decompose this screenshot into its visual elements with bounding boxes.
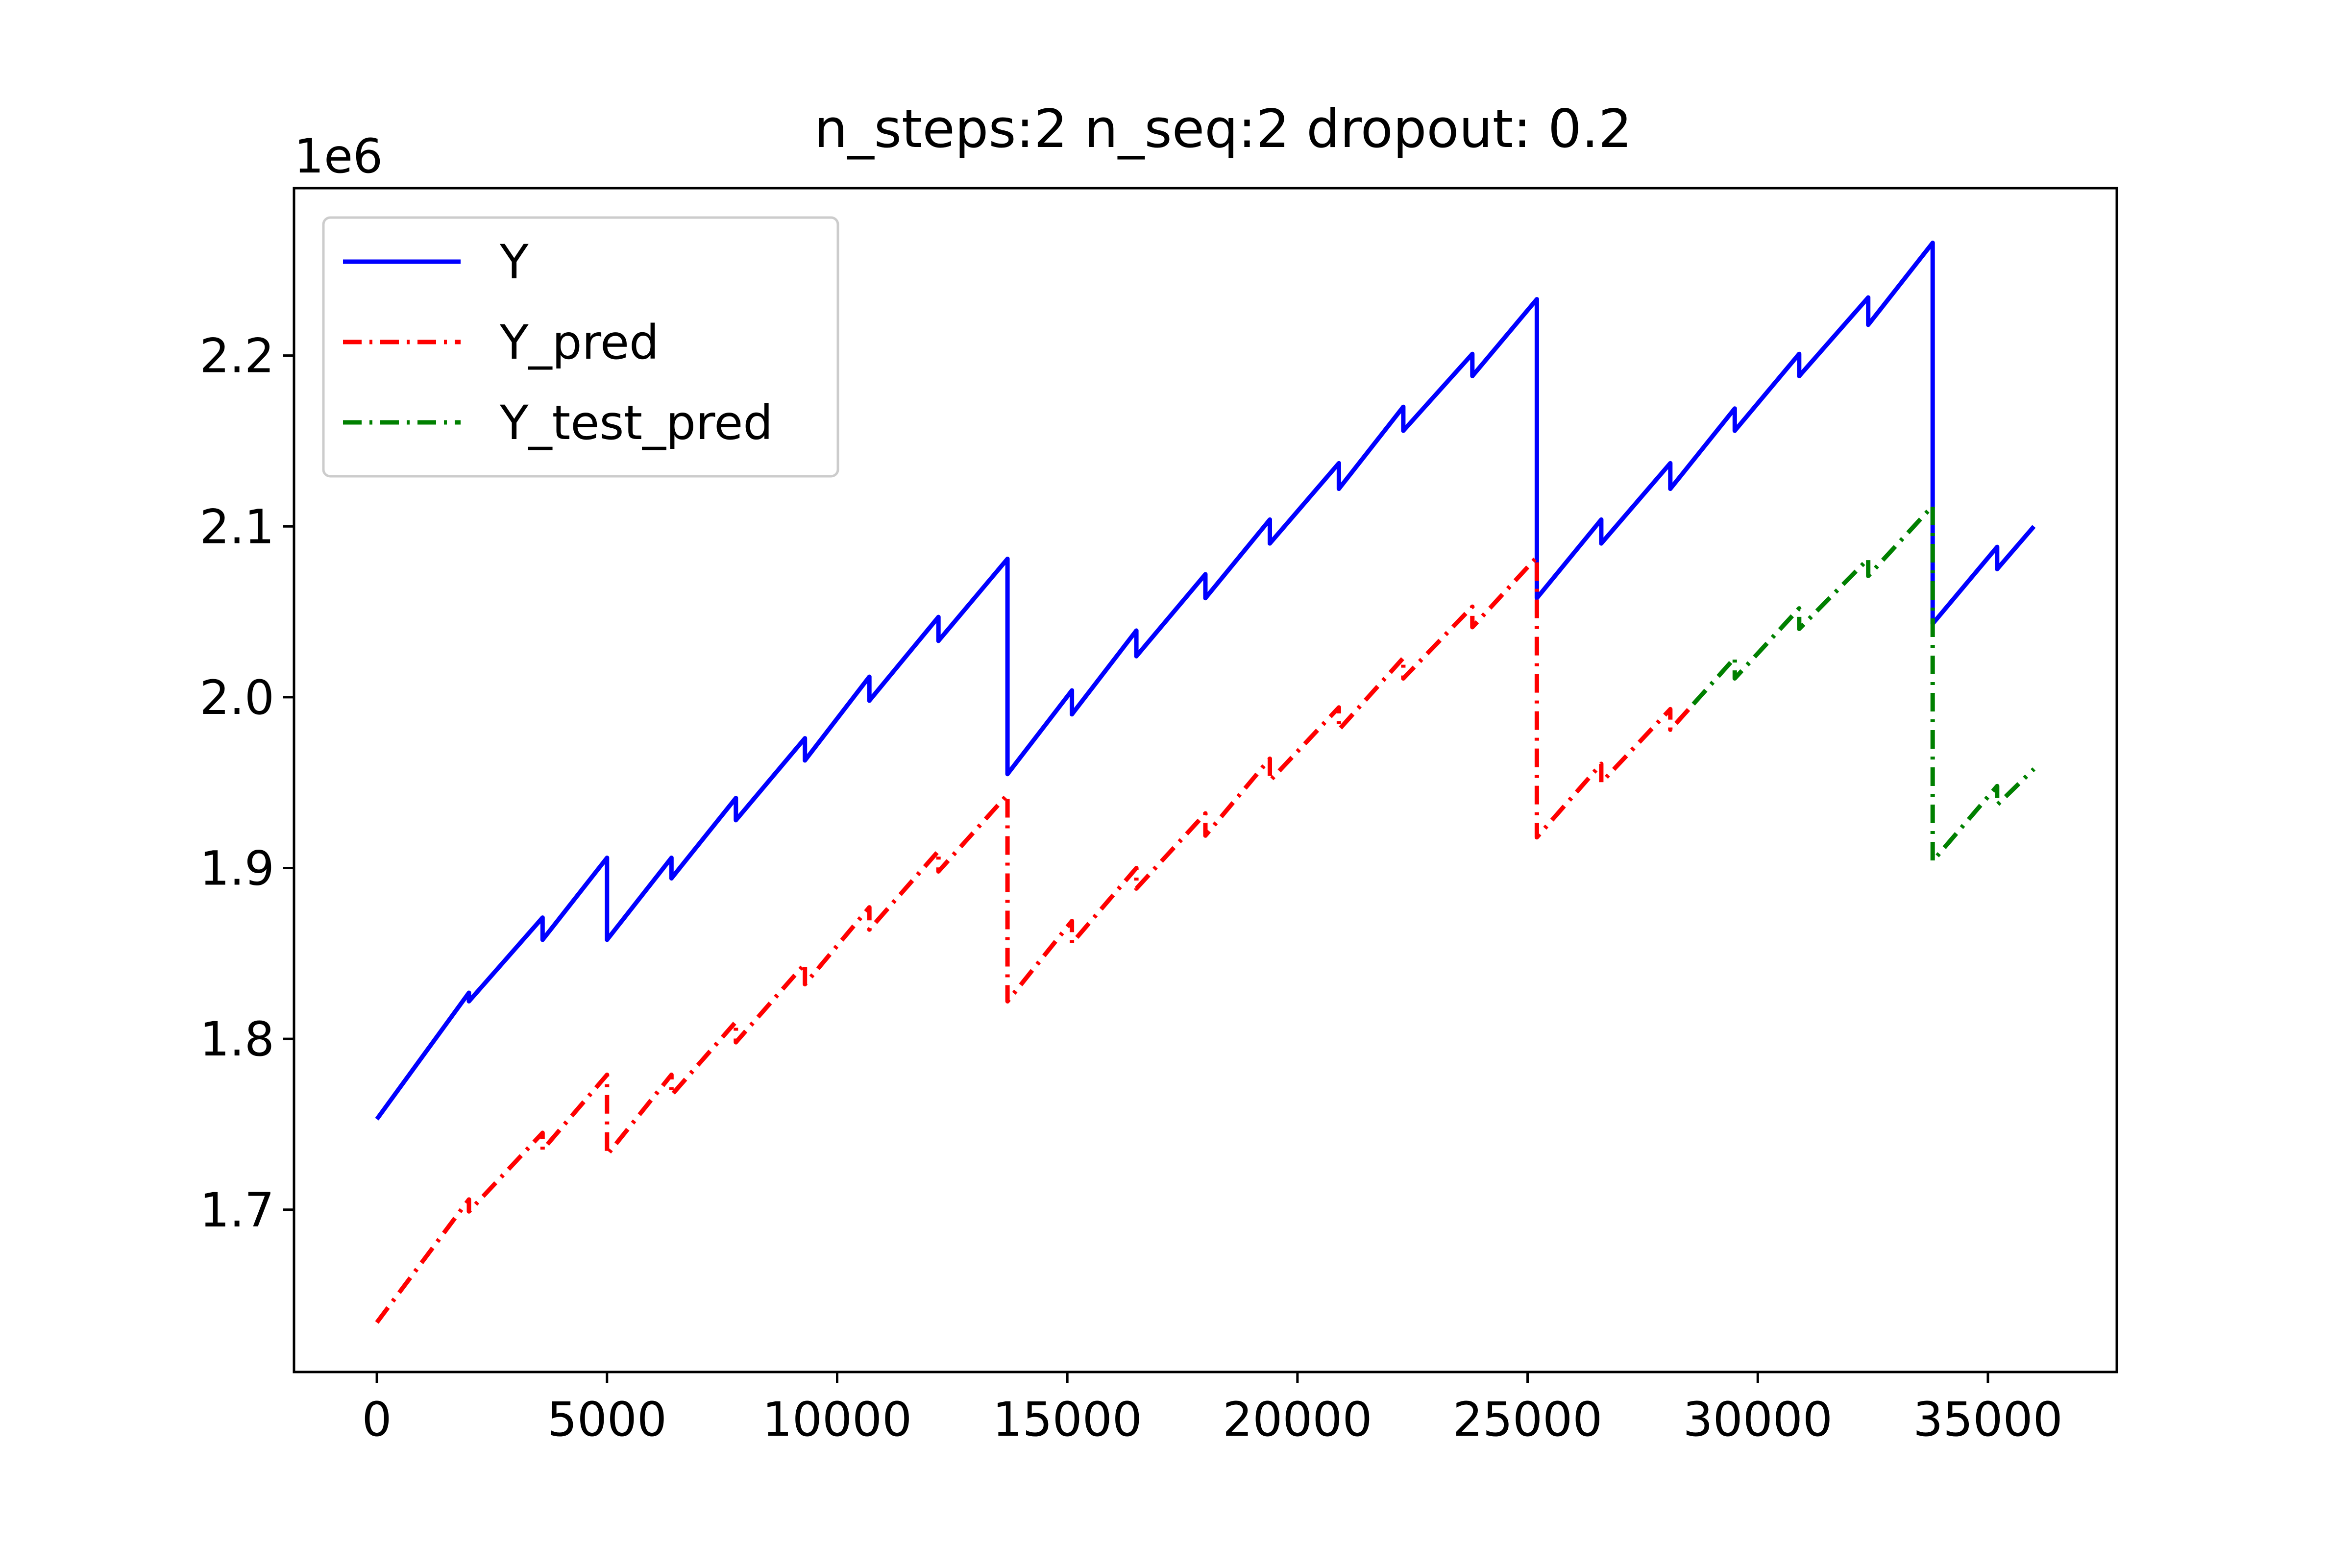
x-tick-label: 25000 [1453, 1392, 1602, 1447]
x-tick-label: 0 [362, 1392, 392, 1447]
legend-label: Y_test_pred [499, 395, 773, 450]
x-tick-label: 35000 [1913, 1392, 2062, 1447]
x-tick-label: 5000 [547, 1392, 667, 1447]
series-layer [375, 241, 2036, 1324]
y-axis: 1.7 1.8 1.9 2.0 2.1 2.2 [199, 329, 294, 1238]
series-line-1 [375, 555, 1695, 1324]
legend-label: Y_pred [499, 315, 659, 370]
plot-frame [293, 187, 2118, 1373]
x-tick-label: 20000 [1223, 1392, 1372, 1447]
legend-box [322, 216, 839, 478]
y-tick-label: 1.8 [199, 1012, 274, 1067]
y-tick-label: 1.9 [199, 841, 274, 896]
y-tick-label: 2.2 [199, 329, 274, 384]
chart-title: n_steps:2 n_seq:2 dropout: 0.2 [814, 98, 1632, 160]
y-tick-label: 2.0 [199, 670, 274, 725]
y-tick-label: 2.1 [199, 499, 274, 554]
y-axis-offset-label: 1e6 [294, 129, 383, 184]
x-tick-label: 30000 [1683, 1392, 1833, 1447]
x-axis: 0 5000 10000 15000 20000 25000 30000 35000 [362, 1372, 2063, 1447]
x-tick-label: 15000 [992, 1392, 1142, 1447]
y-tick-label: 1.7 [199, 1183, 274, 1238]
legend: Y Y_pred Y_test_pred [322, 216, 839, 478]
legend-label: Y [499, 235, 529, 290]
series-line-0 [375, 241, 2036, 1121]
series-line-2 [1691, 504, 2036, 864]
x-tick-label: 10000 [762, 1392, 912, 1447]
